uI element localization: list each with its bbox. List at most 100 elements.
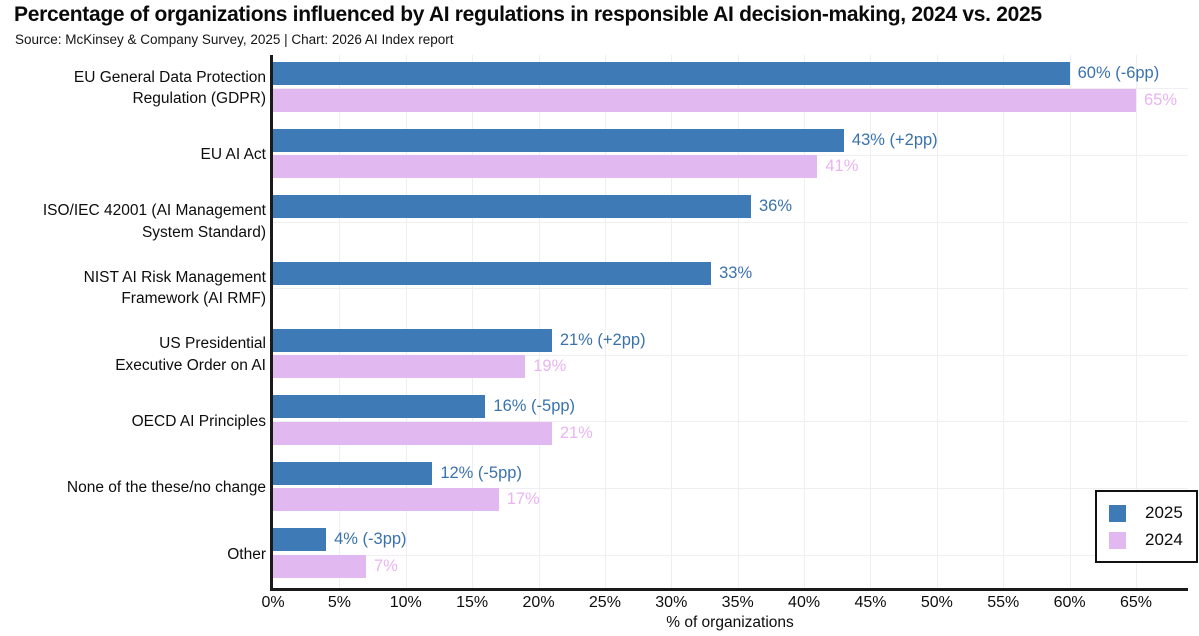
value-label-2025: 16% (-5pp) (493, 397, 576, 416)
category-label-line: Framework (AI RMF) (121, 290, 266, 308)
gridline-horizontal (273, 354, 1188, 356)
gridline-vertical (339, 55, 341, 588)
gridline-vertical (472, 55, 474, 588)
gridline-vertical (1003, 55, 1005, 588)
bar-group-row: 16% (-5pp) (273, 395, 576, 419)
legend: 2025 2024 (1095, 490, 1198, 563)
gridline-vertical (405, 55, 407, 588)
legend-swatch-2024 (1109, 531, 1126, 549)
x-tick-label: 35% (721, 594, 754, 611)
bar-group-row: 17% (273, 488, 540, 512)
value-label-2025: 12% (-5pp) (440, 463, 522, 482)
value-label-2025: 33% (719, 263, 753, 282)
gridline-vertical (870, 55, 872, 588)
category-label-line: US Presidential (159, 335, 266, 353)
gridline-vertical (671, 55, 673, 588)
category-label-line: None of the these/no change (66, 479, 266, 497)
bar-2024 (273, 554, 366, 578)
category-label: US Presidential Executive Order on AI (0, 322, 266, 389)
bar-2025 (273, 461, 433, 485)
value-label-2024: 21% (559, 423, 593, 442)
plot-area: 60% (-6pp) 65% 43% (+2pp) 41% 36% 33% 21% (+2p… (270, 55, 1188, 591)
bar-2024 (273, 355, 526, 378)
bar-2025 (273, 195, 751, 219)
legend-item-2024: 2024 (1109, 530, 1183, 550)
value-label-2025: 36% (758, 197, 792, 216)
category-label-line: EU General Data Protection (73, 68, 266, 86)
gridline-vertical (538, 55, 540, 588)
x-tick-label: 60% (1053, 594, 1086, 611)
category-label: OECD AI Principles (0, 388, 266, 455)
value-label-2025: 4% (-3pp) (334, 530, 407, 549)
bar-group-row: 7% (273, 554, 398, 578)
bar-2024 (273, 155, 818, 179)
chart-title: Percentage of organizations influenced b… (14, 3, 1042, 26)
legend-item-2025: 2025 (1109, 503, 1183, 523)
chart-source: Source: McKinsey & Company Survey, 2025 … (15, 32, 454, 47)
x-tick-label: 50% (920, 594, 953, 611)
category-label-line: System Standard) (141, 223, 266, 241)
category-label-line: ISO/IEC 42001 (AI Management (42, 202, 266, 220)
category-label-line: OECD AI Principles (131, 412, 266, 430)
category-label-line: NIST AI Risk Management (83, 268, 266, 286)
legend-swatch-2025 (1109, 504, 1126, 522)
value-label-2025: 21% (+2pp) (559, 330, 646, 349)
x-tick-label: 10% (389, 594, 422, 611)
bar-2025 (273, 328, 552, 352)
bar-group-row: 33% (273, 261, 753, 285)
x-tick-label: 30% (655, 594, 688, 611)
gridline-horizontal (273, 554, 1188, 556)
gridline-vertical (604, 55, 606, 588)
category-label: EU AI Act (0, 122, 266, 189)
bar-2025 (273, 395, 486, 419)
value-label-2024: 41% (825, 157, 859, 176)
legend-label-2024: 2024 (1145, 530, 1183, 549)
gridline-vertical (737, 55, 739, 588)
bar-group-row: 19% (273, 355, 566, 378)
bar-2025 (273, 528, 327, 552)
x-tick-label: 20% (522, 594, 555, 611)
value-label-2025: 43% (+2pp) (851, 130, 938, 149)
bar-group-row: 60% (-6pp) (273, 62, 1159, 85)
x-tick-label: 65% (1119, 594, 1153, 611)
gridline-vertical (1136, 55, 1137, 588)
category-label: Other (0, 521, 266, 588)
bar-group-row: 65% (273, 88, 1178, 112)
value-label-2024: 17% (506, 490, 540, 509)
bar-group-row: 12% (-5pp) (273, 461, 522, 485)
x-tick-label: 0% (261, 594, 285, 611)
x-tick-label: 55% (987, 594, 1020, 611)
bar-2024 (273, 488, 499, 512)
bar-2024 (273, 421, 552, 445)
gridline-vertical (1069, 55, 1071, 588)
legend-label-2025: 2025 (1145, 503, 1183, 522)
bar-group-row: 21% (+2pp) (273, 328, 646, 352)
gridline-vertical (804, 55, 806, 588)
bar-2025 (273, 62, 1070, 85)
x-axis-ticks: 0% 5% 10% 15% 20% 25% 30% 35% 40% 45% 50% 55% 60% 65% (261, 594, 1188, 614)
bar-2025 (273, 261, 712, 285)
x-tick-label: 25% (588, 594, 621, 611)
gridline-vertical (936, 55, 938, 588)
category-label-line: Other (227, 545, 266, 563)
category-label: EU General Data Protection Regulation (GD… (0, 55, 266, 122)
value-label-2024: 65% (1144, 90, 1178, 109)
x-tick-label: 40% (788, 594, 821, 611)
category-label-line: Regulation (GDPR) (132, 90, 266, 108)
bar-group-row: 41% (273, 155, 859, 179)
gridline-horizontal (273, 421, 1188, 423)
x-tick-label: 5% (327, 594, 351, 611)
bar-group-row: 43% (+2pp) (273, 128, 938, 152)
gridline-horizontal (273, 221, 1188, 223)
value-label-2025: 60% (-6pp) (1077, 64, 1160, 82)
x-tick-label: 45% (854, 594, 887, 611)
gridline-horizontal (273, 288, 1188, 290)
value-label-2024: 19% (533, 357, 567, 375)
bar-2025 (273, 128, 844, 152)
category-label: ISO/IEC 42001 (AI Management System Stand… (0, 188, 266, 255)
value-label-2024: 7% (373, 556, 398, 575)
bar-group-row: 36% (273, 195, 792, 219)
bar-group-row: 21% (273, 421, 593, 445)
category-label: NIST AI Risk Management Framework (AI RMF… (0, 255, 266, 322)
